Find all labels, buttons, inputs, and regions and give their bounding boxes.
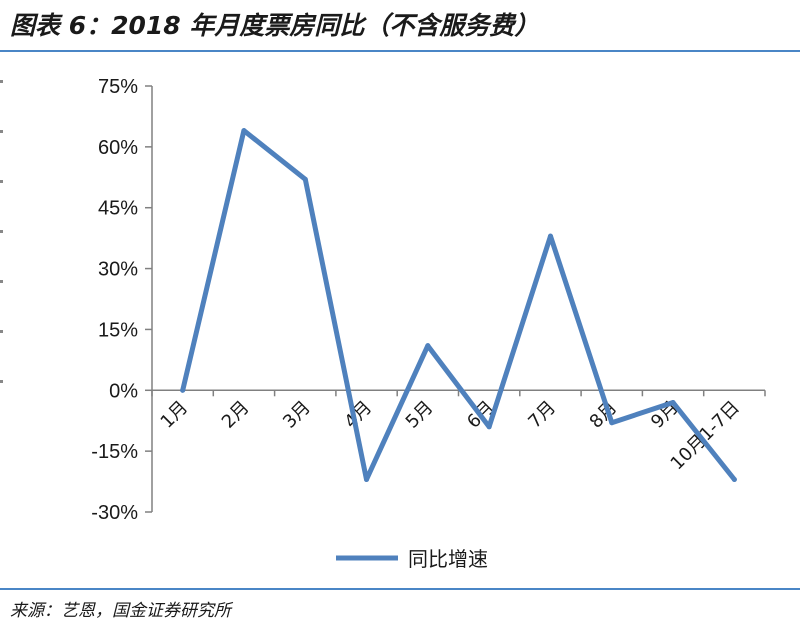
edge-mark (0, 130, 3, 133)
data-point (364, 477, 370, 483)
series-layer (180, 128, 737, 483)
data-point (609, 420, 615, 426)
x-tick-label: 2月 (218, 397, 254, 433)
y-tick-label: 15% (98, 319, 138, 341)
y-tick-label: 60% (98, 137, 138, 159)
x-tick-label: 1月 (157, 397, 193, 433)
edge-mark (0, 330, 3, 333)
y-tick-label: 30% (98, 259, 138, 281)
y-tick-label: 45% (98, 198, 138, 220)
data-point (180, 387, 186, 393)
edge-mark (0, 180, 3, 183)
edge-mark (0, 280, 3, 283)
y-tick-label: 0% (109, 380, 138, 402)
edge-mark (0, 80, 3, 83)
data-point (731, 477, 737, 483)
top-divider (0, 50, 800, 52)
y-axis: 75% 60% 45% 30% 15% 0% -15% -30% (91, 76, 153, 524)
data-point (547, 233, 553, 239)
data-point (425, 343, 431, 349)
edge-mark (0, 380, 3, 383)
y-tick-label: 75% (98, 76, 138, 98)
y-tick-label: -30% (91, 502, 138, 524)
x-tick-label: 9月 (647, 397, 683, 433)
y-tick-label: -15% (91, 441, 138, 463)
x-tick-label: 5月 (402, 397, 438, 433)
x-tick-label: 7月 (524, 397, 560, 433)
data-point (670, 399, 676, 405)
data-point (241, 128, 247, 134)
legend: 同比增速 (336, 547, 488, 571)
chart-title: 图表 6：2018 年月度票房同比（不含服务费） (10, 11, 540, 40)
legend-label: 同比增速 (408, 547, 488, 571)
series-line (180, 128, 737, 482)
data-point (486, 424, 492, 430)
data-point (302, 176, 308, 182)
bottom-divider (0, 588, 800, 590)
source-note: 来源：艺恩，国金证券研究所 (10, 601, 231, 621)
x-tick-label: 3月 (279, 397, 315, 433)
edge-mark (0, 230, 3, 233)
